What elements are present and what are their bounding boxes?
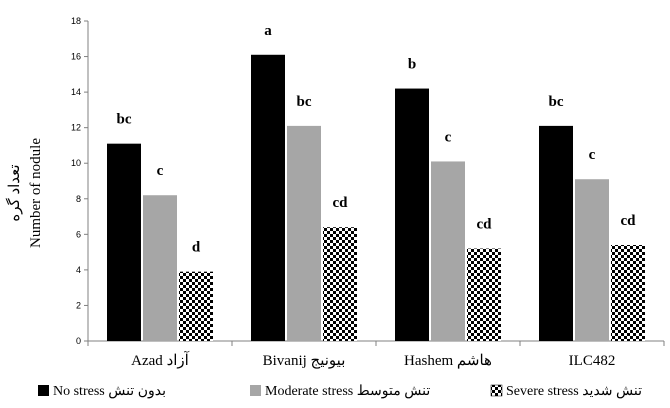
legend-label: Moderate stress تنش متوسط (265, 384, 430, 399)
axes: 0 2 4 6 8 10 12 14 16 18 Azad آزاد Bivanij بیونیج Ha… (71, 16, 665, 369)
legend: No stress بدون تنش Moderate stress تنش مت… (38, 384, 642, 399)
legend-label: No stress بدون تنش (53, 384, 166, 399)
bar-moderate-stress-1 (287, 125, 321, 341)
legend-swatch (490, 384, 503, 397)
x-category-label: ILC482 (569, 353, 616, 369)
significance-label: c (445, 129, 452, 145)
legend-label: Severe stress تنش شدید (506, 384, 642, 399)
y-tick-label: 6 (76, 229, 81, 239)
significance-label: cd (333, 195, 349, 211)
y-tick-label: 4 (76, 265, 81, 275)
significance-label: c (589, 147, 596, 163)
bar-severe-stress-2 (467, 248, 501, 341)
significance-label: bc (117, 112, 132, 128)
y-tick-label: 12 (71, 123, 81, 133)
x-category-label: Bivanij بیونیج (263, 353, 346, 369)
bar-moderate-stress-2 (431, 161, 465, 341)
bar-no-stress-3 (539, 125, 573, 341)
y-axis-title-group: تعداد گره Number of nodule (5, 138, 44, 248)
bar-no-stress-2 (395, 88, 429, 341)
y-tick-label: 2 (76, 300, 81, 310)
significance-label: b (408, 57, 416, 73)
y-tick-label: 0 (76, 336, 81, 346)
significance-label: cd (621, 213, 637, 229)
x-category-label: Hashem هاشم (404, 353, 492, 369)
bar-moderate-stress-0 (143, 195, 177, 341)
bar-severe-stress-1 (323, 227, 357, 341)
bar-no-stress-0 (107, 143, 141, 341)
significance-label: c (157, 163, 164, 179)
y-axis-title: Number of nodule (28, 138, 44, 248)
y-axis-title-fa: تعداد گره (5, 164, 23, 221)
bar-moderate-stress-3 (575, 179, 609, 341)
significance-label: bc (549, 94, 564, 110)
bar-severe-stress-3 (611, 245, 645, 341)
significance-label: bc (297, 94, 312, 110)
significance-label: d (192, 240, 201, 256)
significance-label: a (264, 23, 272, 39)
y-tick-label: 16 (71, 52, 81, 62)
y-tick-label: 18 (71, 16, 81, 26)
legend-swatch (250, 385, 261, 396)
y-tick-label: 8 (76, 194, 81, 204)
y-tick-label: 14 (71, 87, 81, 97)
x-category-label: Azad آزاد (131, 351, 189, 369)
bar-no-stress-1 (251, 54, 285, 342)
y-tick-label: 10 (71, 158, 81, 168)
legend-swatch (38, 385, 49, 396)
significance-label: cd (477, 217, 493, 233)
bar-severe-stress-0 (179, 271, 213, 341)
